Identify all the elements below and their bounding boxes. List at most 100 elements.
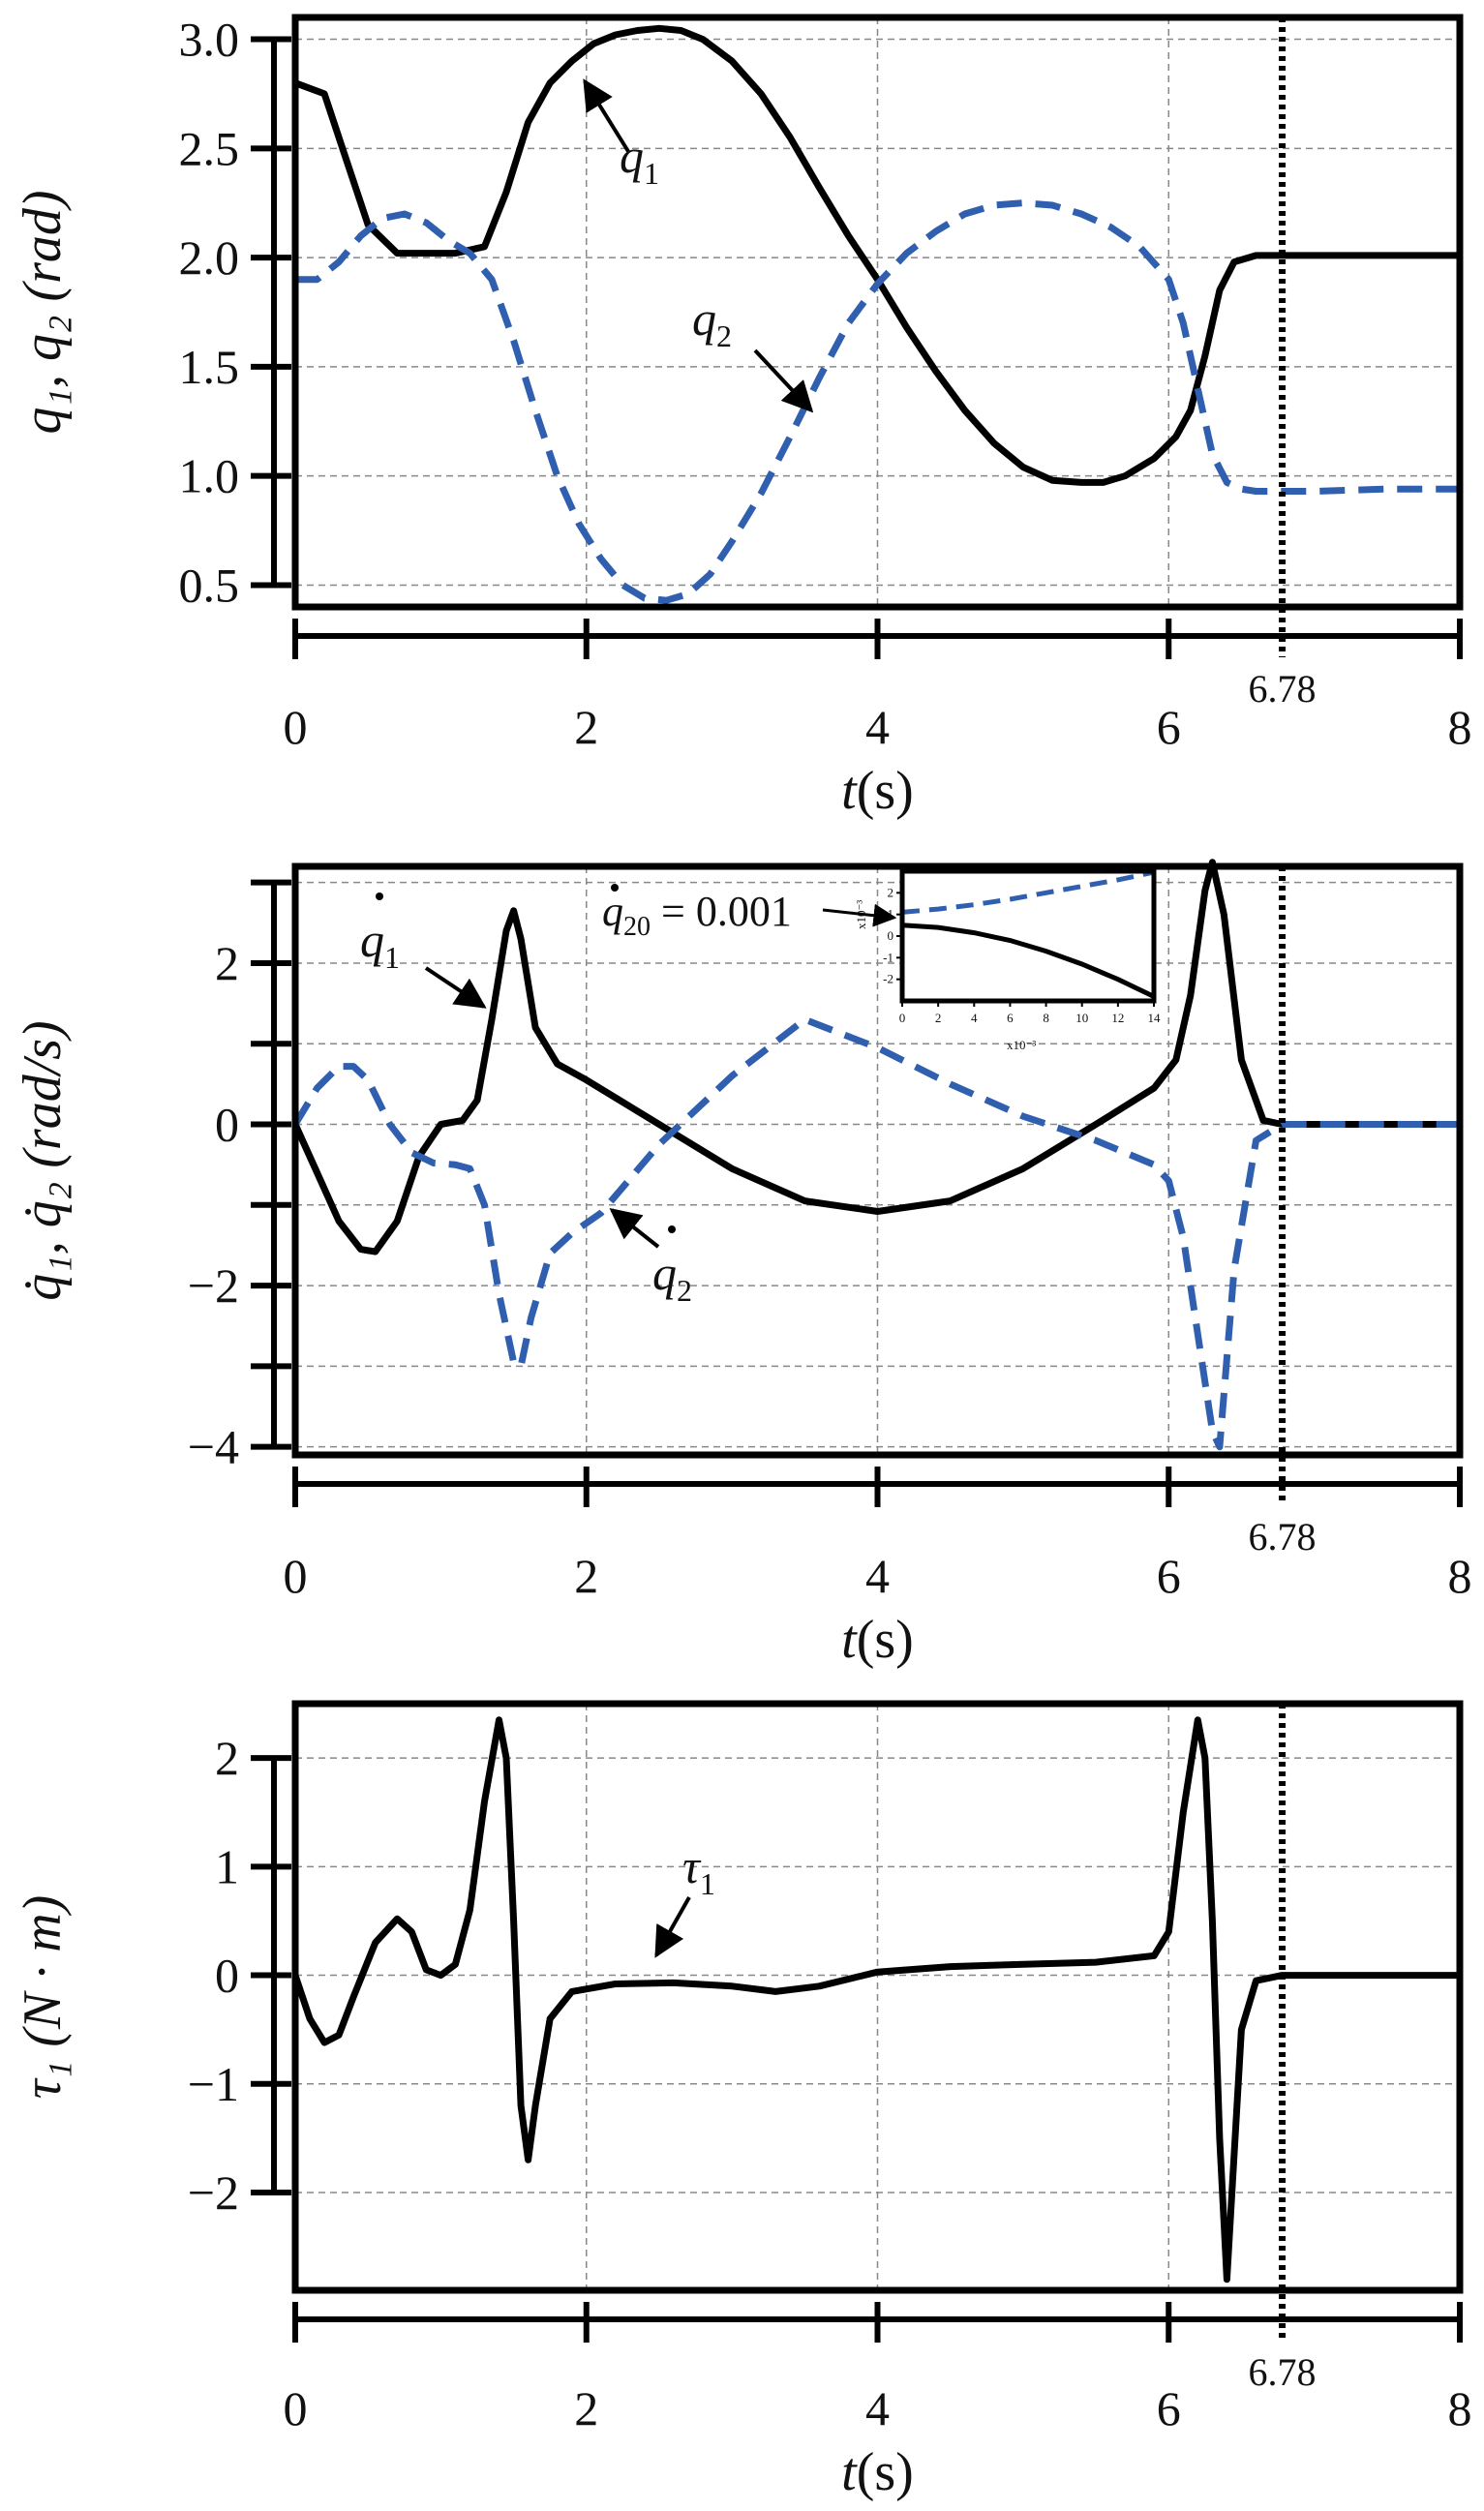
inset-y-tick-label-4: -2: [883, 972, 893, 986]
torque-vline: 6.78: [1249, 1704, 1317, 2394]
positions-y-axis-title: q₁, q₂ (rad): [13, 190, 73, 434]
positions-x-tick-label-2: 4: [865, 700, 890, 754]
inset-y-tick-label-0: 2: [888, 885, 894, 899]
velocities-series: [291, 859, 1464, 1451]
q20-label: q20 = 0.001: [602, 888, 792, 942]
torque-x-tick-label-0: 0: [284, 2381, 308, 2435]
velocities-series-q1dot: [291, 859, 1464, 1256]
positions-y-tick-label-5: 3.0: [179, 13, 240, 67]
torque-x-tick-label-2: 4: [865, 2381, 890, 2435]
inset-x-tick-label-3: 6: [1007, 1011, 1014, 1025]
q2-label-sub: 2: [716, 318, 732, 353]
q2dot-label: q2: [652, 1246, 692, 1308]
positions-xlabel-var: t: [841, 761, 858, 821]
positions-xlabel-unit: (s): [857, 761, 914, 821]
inset-x-tick-label-1: 2: [935, 1011, 942, 1025]
q20-annotation: q20 = 0.001: [602, 884, 897, 942]
torque-axes: 0 2 4 6 8 −2 −1 0 1 2: [188, 1731, 1472, 2435]
q20-label-value: = 0.001: [651, 888, 792, 935]
q1-arrow: [583, 78, 631, 155]
positions-x-tick-label-0: 0: [284, 700, 308, 754]
inset-x-tick-label-4: 8: [1043, 1011, 1049, 1025]
q1dot-annotation: q1: [360, 892, 487, 1009]
tau1-label-sub: 1: [700, 1866, 715, 1901]
inset-y-tick-label-1: 1: [888, 907, 894, 922]
velocities-chart: 0 2 4 6 8 −4 −2 0 2 6.78 t(s) q̇₁, q̇₂ (rad/s) q…: [13, 859, 1472, 1670]
torque-xlabel-var: t: [841, 2442, 858, 2502]
torque-xlabel-unit: (s): [857, 2442, 914, 2502]
velocities-vline-label: 6.78: [1249, 1515, 1317, 1558]
inset-y-tick-label-2: 0: [888, 928, 894, 943]
q1dot-label-sub: 1: [384, 940, 400, 975]
inset-x-tick-label-2: 4: [971, 1011, 978, 1025]
tau1-arrow: [654, 1896, 691, 1958]
velocities-axes: 0 2 4 6 8 −4 −2 0 2: [188, 879, 1472, 1603]
torque-y-tick-label-3: 1: [215, 1839, 239, 1893]
velocities-y-tick-label-4: 0: [215, 1098, 239, 1152]
velocities-vline: 6.78: [1249, 866, 1317, 1558]
inset-y-exponent: x10⁻³: [854, 900, 868, 929]
positions-y-tick-label-0: 0.5: [179, 558, 240, 612]
inset-x-tick-label-6: 12: [1111, 1011, 1124, 1025]
velocities-y-axis-title: q̇₁, q̇₂ (rad/s): [13, 1020, 73, 1300]
velocities-y-tick-label-6: 2: [215, 936, 239, 990]
torque-y-tick-label-1: −1: [188, 2057, 239, 2111]
torque-y-tick-label-4: 2: [215, 1731, 239, 1785]
positions-plot-frame: [291, 14, 1464, 611]
torque-plot-frame: [291, 1700, 1464, 2294]
positions-y-tick-label-4: 2.5: [179, 121, 240, 175]
q20-arrow: [822, 903, 897, 927]
velocities-xlabel-var: t: [841, 1610, 858, 1670]
q1dot-arrow: [424, 966, 487, 1009]
velocities-plot-frame: [291, 862, 1464, 1459]
positions-vline-label: 6.78: [1249, 667, 1317, 711]
positions-series-q1: [291, 24, 1464, 486]
q1-annotation: q1: [583, 78, 659, 191]
inset-x-exponent: x10⁻³: [1007, 1038, 1036, 1052]
q2dot-dot: [668, 1225, 676, 1233]
velocities-x-tick-label-1: 2: [574, 1549, 598, 1603]
q20-dot: [611, 884, 619, 892]
torque-y-tick-label-2: 0: [215, 1949, 239, 2003]
velocities-xlabel-unit: (s): [857, 1610, 914, 1670]
inset-series: [901, 869, 1156, 999]
positions-x-axis-title: t(s): [841, 761, 914, 821]
tau1-label-base: τ: [682, 1839, 702, 1893]
q20-label-base: q: [602, 888, 623, 935]
velocities-y-tick-label-2: −2: [188, 1258, 239, 1313]
velocities-x-axis-title: t(s): [841, 1610, 914, 1670]
q1-label: q1: [620, 129, 659, 191]
inset-x-tick-label-0: 0: [899, 1011, 906, 1025]
torque-y-axis-title: τ₁ (N · m): [13, 1895, 73, 2100]
inset-background: [902, 871, 1154, 1001]
positions-y-tick-label-2: 1.5: [179, 340, 240, 394]
q2-label-base: q: [692, 291, 716, 346]
inset-x-tick-label-7: 14: [1148, 1011, 1162, 1025]
torque-series: [291, 1716, 1464, 2284]
q1dot-dot: [376, 892, 383, 900]
velocities-y-tick-label-0: −4: [188, 1420, 239, 1474]
tau1-annotation: τ1: [654, 1839, 715, 1958]
torque-vline-label: 6.78: [1249, 2350, 1317, 2394]
q2dot-label-base: q: [652, 1246, 677, 1300]
positions-y-tick-label-3: 2.0: [179, 230, 240, 285]
velocities-x-tick-label-3: 6: [1157, 1549, 1181, 1603]
torque-x-tick-label-1: 2: [574, 2381, 598, 2435]
positions-x-tick-label-3: 6: [1157, 700, 1181, 754]
velocities-x-tick-label-2: 4: [865, 1549, 890, 1603]
inset-y-tick-label-3: -1: [883, 950, 893, 964]
positions-axes: 0 2 4 6 8 0.5 1.0 1.5 2.0 2.5 3.0: [179, 13, 1472, 754]
q2dot-label-sub: 2: [677, 1273, 692, 1308]
inset-series-q1dot_zoom: [901, 923, 1156, 999]
torque-series-tau1: [291, 1716, 1464, 2284]
inset-series-q2dot_zoom: [901, 869, 1155, 915]
torque-x-tick-label-3: 6: [1157, 2381, 1181, 2435]
tau1-label: τ1: [682, 1839, 715, 1901]
q20-label-sub: 20: [623, 912, 651, 942]
q2-label: q2: [692, 291, 732, 353]
velocities-x-tick-label-4: 8: [1448, 1549, 1472, 1603]
